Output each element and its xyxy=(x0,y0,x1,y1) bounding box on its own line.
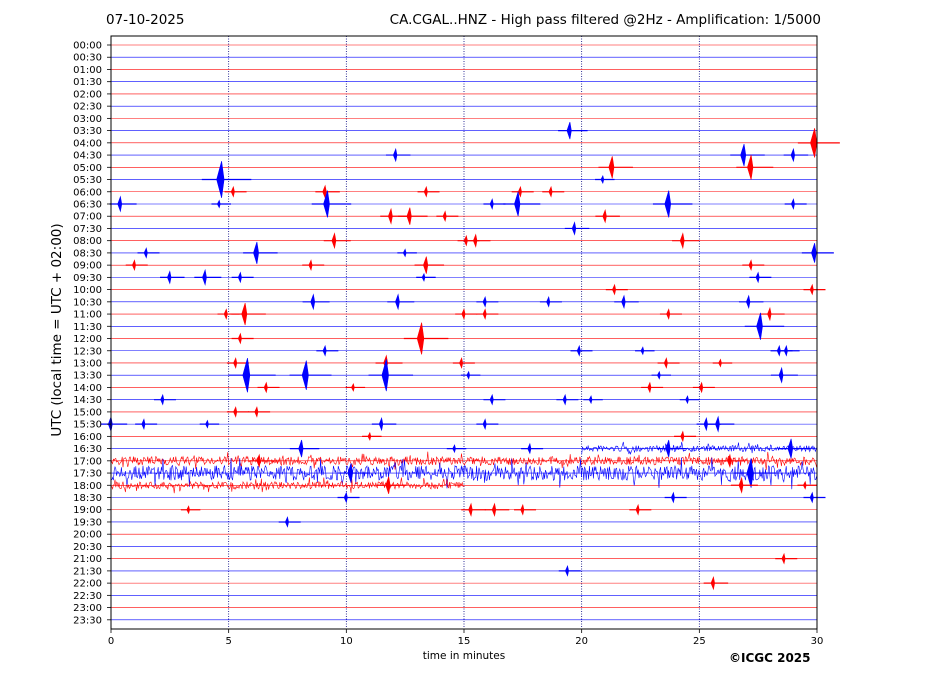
y-tick-label: 15:00 xyxy=(73,407,102,418)
y-tick-label: 02:00 xyxy=(73,89,102,100)
y-tick-label: 01:00 xyxy=(73,65,102,76)
y-tick-label: 04:30 xyxy=(73,151,102,162)
y-tick-label: 05:00 xyxy=(73,163,102,174)
y-tick-label: 16:30 xyxy=(73,444,102,455)
y-tick-label: 00:00 xyxy=(73,41,102,52)
y-tick-label: 03:00 xyxy=(73,114,102,125)
noise-segment xyxy=(110,451,817,471)
y-tick-label: 06:30 xyxy=(73,199,102,210)
y-tick-label: 08:30 xyxy=(73,248,102,259)
y-tick-label: 17:30 xyxy=(73,469,102,480)
y-tick-label: 04:00 xyxy=(73,138,102,149)
y-tick-label: 11:00 xyxy=(73,310,102,321)
y-tick-label: 08:00 xyxy=(73,236,102,247)
y-tick-label: 12:00 xyxy=(73,334,102,345)
y-tick-label: 09:00 xyxy=(73,261,102,272)
y-tick-label: 20:00 xyxy=(73,530,102,541)
noise-segment xyxy=(110,457,817,490)
y-tick-label: 16:00 xyxy=(73,432,102,443)
y-tick-label: 03:30 xyxy=(73,126,102,137)
y-tick-label: 22:30 xyxy=(73,591,102,602)
y-tick-label: 06:00 xyxy=(73,187,102,198)
y-tick-label: 18:30 xyxy=(73,493,102,504)
y-tick-label: 17:00 xyxy=(73,456,102,467)
y-tick-label: 13:30 xyxy=(73,371,102,382)
noise-segment xyxy=(581,441,818,456)
y-tick-label: 20:30 xyxy=(73,542,102,553)
x-tick-label: 0 xyxy=(108,636,114,647)
y-tick-label: 21:00 xyxy=(73,554,102,565)
x-tick-label: 5 xyxy=(225,636,231,647)
x-tick-label: 30 xyxy=(811,636,824,647)
x-tick-label: 25 xyxy=(693,636,706,647)
plot-background xyxy=(111,36,817,629)
y-tick-label: 01:30 xyxy=(73,77,102,88)
y-tick-label: 14:00 xyxy=(73,383,102,394)
y-tick-label: 02:30 xyxy=(73,102,102,113)
y-tick-label: 21:30 xyxy=(73,566,102,577)
y-tick-label: 13:00 xyxy=(73,358,102,369)
x-tick-label: 15 xyxy=(458,636,471,647)
y-tick-label: 18:00 xyxy=(73,481,102,492)
x-axis-ticks: 0 5 10 15 20 25 30 xyxy=(108,629,824,647)
y-tick-label: 14:30 xyxy=(73,395,102,406)
y-tick-label: 11:30 xyxy=(73,322,102,333)
y-tick-label: 05:30 xyxy=(73,175,102,186)
chart-title: CA.CGAL..HNZ - High pass filtered @2Hz -… xyxy=(389,12,821,28)
y-tick-label: 23:30 xyxy=(73,615,102,626)
x-axis-label: time in minutes xyxy=(422,650,506,662)
x-tick-label: 10 xyxy=(340,636,353,647)
copyright-notice: ©ICGC 2025 xyxy=(729,651,811,665)
y-tick-label: 15:30 xyxy=(73,420,102,431)
y-axis-label: UTC (local time = UTC + 02:00) xyxy=(49,223,65,437)
y-tick-label: 23:00 xyxy=(73,603,102,614)
y-tick-label: 09:30 xyxy=(73,273,102,284)
y-tick-label: 12:30 xyxy=(73,346,102,357)
y-tick-label: 19:30 xyxy=(73,517,102,528)
y-tick-label: 22:00 xyxy=(73,579,102,590)
y-tick-label: 00:30 xyxy=(73,53,102,64)
y-tick-label: 19:00 xyxy=(73,505,102,516)
seismic-events xyxy=(100,121,840,591)
y-tick-label: 10:00 xyxy=(73,285,102,296)
y-tick-label: 07:30 xyxy=(73,224,102,235)
y-tick-label: 07:00 xyxy=(73,212,102,223)
x-tick-label: 20 xyxy=(575,636,588,647)
y-tick-label: 10:30 xyxy=(73,297,102,308)
chart-date: 07-10-2025 xyxy=(106,12,185,28)
